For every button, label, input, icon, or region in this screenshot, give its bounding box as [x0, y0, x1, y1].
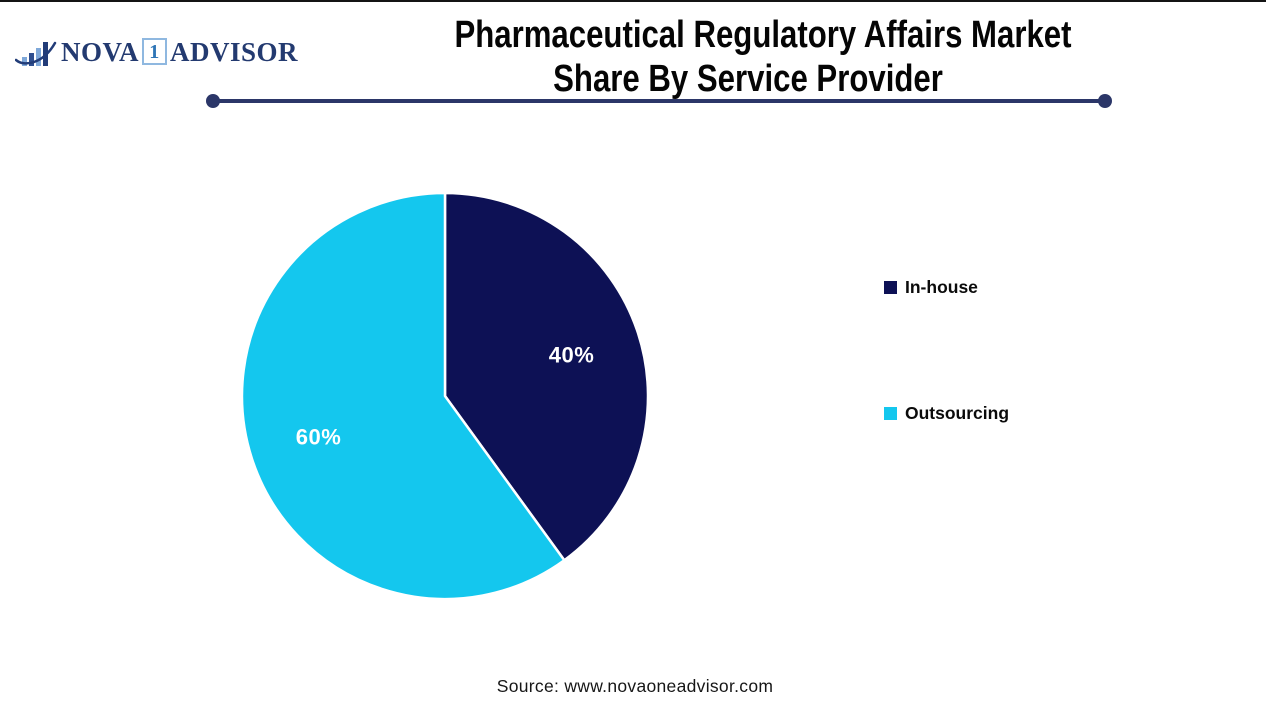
pie-slice-outsourcing	[240, 191, 566, 601]
underline-endpoint-dot-right	[1098, 94, 1112, 108]
underline-endpoint-dot-left	[206, 94, 220, 108]
nova-one-advisor-logo: NOVA 1 ADVISOR	[15, 38, 298, 66]
legend-label-outsourcing: Outsourcing	[905, 403, 1010, 423]
pie-slice-in-house	[443, 191, 650, 562]
top-edge-artifact-line	[0, 0, 1266, 2]
pie-chart: 40% 60%	[240, 191, 650, 601]
pie-data-label: 60%	[296, 425, 342, 450]
chart-title-line1: Pharmaceutical Regulatory Affairs Market	[454, 14, 1072, 56]
chart-title-line2: Share By Service Provider	[553, 58, 943, 100]
title-underline-rule	[213, 99, 1105, 103]
brand-number-box: 1	[142, 38, 168, 65]
brand-text-nova: NOVA	[61, 37, 140, 67]
brand-text-advisor: ADVISOR	[170, 37, 299, 67]
chart-title: Pharmaceutical Regulatory Affairs Market…	[390, 13, 1106, 101]
legend-item-outsourcing: Outsourcing	[884, 403, 1009, 424]
bar-chart-swoosh-icon	[15, 41, 57, 66]
legend-swatch-in-house	[884, 281, 897, 294]
legend-label-in-house: In-house	[905, 277, 978, 297]
legend-swatch-outsourcing	[884, 407, 897, 420]
pie-data-label: 40%	[549, 342, 595, 367]
source-attribution: Source: www.novaoneadvisor.com	[496, 676, 774, 696]
legend-item-in-house: In-house	[884, 277, 978, 298]
